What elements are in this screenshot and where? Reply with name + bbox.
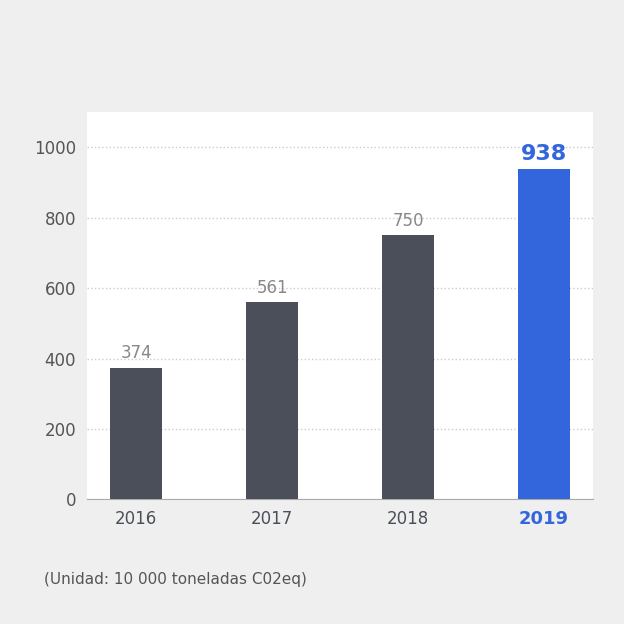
- Bar: [518, 169, 570, 499]
- Text: 750: 750: [392, 212, 424, 230]
- Text: (Unidad: 10 000 toneladas C02eq): (Unidad: 10 000 toneladas C02eq): [44, 572, 306, 587]
- Text: 374: 374: [120, 344, 152, 363]
- Bar: [110, 368, 162, 499]
- Bar: [383, 235, 434, 499]
- Text: 938: 938: [521, 144, 567, 164]
- Text: 561: 561: [256, 278, 288, 296]
- Bar: [246, 302, 298, 499]
